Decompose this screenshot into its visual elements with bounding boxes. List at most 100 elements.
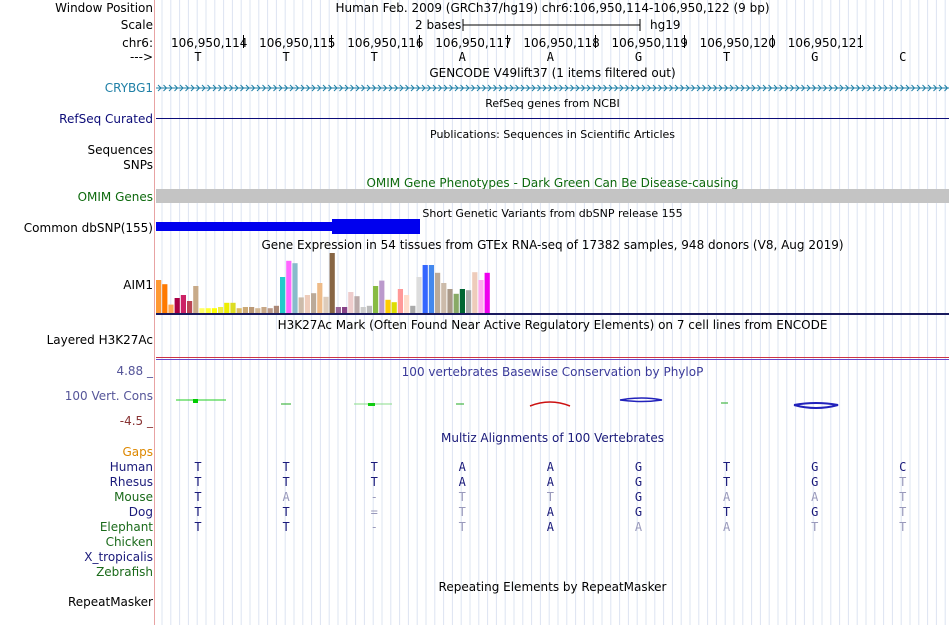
multiz-aligned-base: A [282,490,290,504]
strand-chevron [812,84,817,92]
gencode-track-title[interactable]: GENCODE V49lift37 (1 items filtered out) [429,66,676,80]
multiz-aligned-base: T [370,475,378,489]
strand-chevron [273,84,278,92]
gencode-gene-feature[interactable] [156,81,950,95]
multiz-species-label[interactable]: Zebrafish [96,565,153,579]
gtex-track-title[interactable]: Gene Expression in 54 tissues from GTEx … [261,238,844,252]
multiz-species-label[interactable]: Rhesus [109,475,153,489]
gencode-gene-label[interactable]: CRYBG1 [104,81,153,95]
repeatmasker-track-title[interactable]: Repeating Elements by RepeatMasker [438,580,667,594]
position-tick [859,35,861,48]
strand-chevron [427,84,432,92]
phylop-min: -4.5 _ [119,414,153,428]
strand-chevron [223,84,228,92]
phylop-track-label[interactable]: 100 Vert. Cons [64,389,153,403]
strand-chevron [262,84,267,92]
strand-chevron [685,84,690,92]
publications-label-sequences[interactable]: Sequences [87,143,153,157]
position-tick [595,35,597,48]
publications-label-snps[interactable]: SNPs [123,158,153,172]
strand-chevron [872,84,877,92]
gtex-gene-label[interactable]: AIM1 [123,278,153,292]
omim-gene-bar[interactable] [156,189,949,203]
strand-chevron [938,84,943,92]
gtex-tissue-bar [292,263,298,313]
gtex-tissue-bar [174,298,180,313]
strand-chevron [212,84,217,92]
strand-chevron [355,84,360,92]
strand-chevron [795,84,800,92]
multiz-aligned-base: T [899,505,907,519]
multiz-track-title[interactable]: Multiz Alignments of 100 Vertebrates [440,431,665,445]
gtex-tissue-bar [236,308,242,313]
strand-chevron [878,84,883,92]
strand-chevron [894,84,899,92]
gtex-tissue-bar [385,299,391,313]
multiz-aligned-base: G [634,460,643,474]
strand-chevron [168,84,173,92]
refseq-gene-line[interactable] [156,118,949,119]
gtex-tissue-bar [472,272,478,313]
multiz-aligned-base: A [546,505,554,519]
gtex-tissue-bar [428,265,434,313]
strand-chevron [559,84,564,92]
gtex-tissue-bar [466,290,472,313]
publications-track-title[interactable]: Publications: Sequences in Scientific Ar… [430,128,675,141]
position-label: 106,950,119 [611,36,688,50]
gtex-tissue-bar [199,308,205,313]
strand-chevron [608,84,613,92]
strand-chevron [801,84,806,92]
strand-chevron [350,84,355,92]
multiz-species-label[interactable]: Human [109,460,153,474]
strand-chevron [922,84,927,92]
multiz-species-label[interactable]: Dog [128,505,153,519]
strand-chevron [311,84,316,92]
strand-chevron [806,84,811,92]
strand-chevron [773,84,778,92]
multiz-aligned-base: T [546,490,554,504]
multiz-species-label[interactable]: Mouse [114,490,153,504]
strand-chevron [916,84,921,92]
phylop-track-title[interactable]: 100 vertebrates Basewise Conservation by… [401,365,704,379]
h3k27ac-track-title[interactable]: H3K27Ac Mark (Often Found Near Active Re… [277,318,828,332]
strand-chevron [553,84,558,92]
repeatmasker-track-label[interactable]: RepeatMasker [67,595,153,609]
strand-chevron [531,84,536,92]
strand-chevron [526,84,531,92]
strand-chevron [328,84,333,92]
strand-chevron [218,84,223,92]
gtex-tissue-bar [187,301,193,313]
strand-chevron [707,84,712,92]
multiz-species-label[interactable]: Elephant [99,520,153,534]
multiz-gaps-label[interactable]: Gaps [122,445,153,459]
refseq-track-label[interactable]: RefSeq Curated [59,112,153,126]
gtex-tissue-bar [435,272,441,313]
gtex-baseline [156,313,949,315]
omim-track-title[interactable]: OMIM Gene Phenotypes - Dark Green Can Be… [366,176,739,190]
multiz-aligned-base: A [546,520,554,534]
strand-chevron [713,84,718,92]
strand-chevron [652,84,657,92]
multiz-species-label[interactable]: Chicken [105,535,153,549]
strand-chevron [762,84,767,92]
refseq-track-title[interactable]: RefSeq genes from NCBI [485,97,620,110]
multiz-species-label[interactable]: X_tropicalis [84,550,153,564]
position-tick [243,35,244,48]
strand-chevron [603,84,608,92]
strand-chevron [883,84,888,92]
dbsnp-variant-thin[interactable] [156,222,332,231]
strand-chevron [498,84,503,92]
dbsnp-track-title[interactable]: Short Genetic Variants from dbSNP releas… [422,207,683,220]
strand-label: ---> [129,50,153,64]
h3k27ac-track-label[interactable]: Layered H3K27Ac [46,333,153,347]
multiz-aligned-base: = [370,505,378,519]
dbsnp-track-label[interactable]: Common dbSNP(155) [23,221,153,235]
reference-base: C [899,50,907,64]
omim-track-label[interactable]: OMIM Genes [77,190,153,204]
dbsnp-variant-thick[interactable] [332,219,420,234]
reference-base: G [811,50,819,64]
strand-chevron [867,84,872,92]
phylop-graph[interactable] [156,393,950,413]
gtex-bar-chart[interactable] [156,252,546,314]
